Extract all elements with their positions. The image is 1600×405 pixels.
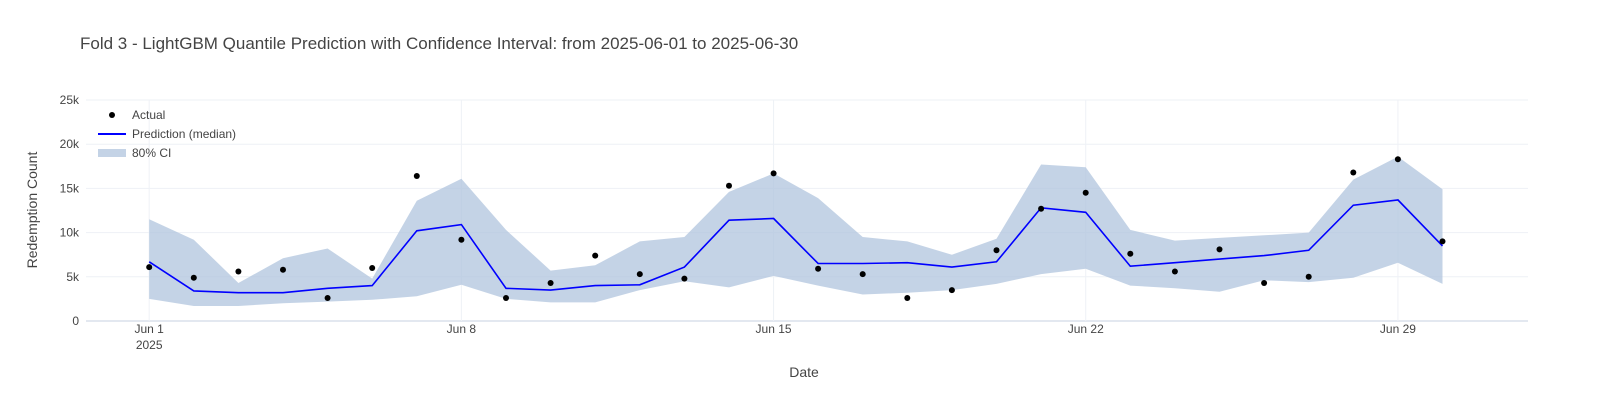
y-tick-label: 0: [72, 314, 79, 328]
ci-band-area: [149, 156, 1443, 306]
actual-point: [726, 182, 732, 189]
actual-point: [948, 287, 955, 294]
x-axis-label: Date: [789, 364, 819, 380]
actual-point: [1350, 169, 1357, 176]
actual-point: [413, 173, 420, 179]
actual-point: [681, 275, 688, 282]
actual-point: [1082, 189, 1089, 196]
actual-point: [324, 295, 331, 301]
legend-marker-actual: [109, 112, 115, 118]
actual-point: [815, 265, 822, 272]
y-axis-label: Redemption Count: [24, 152, 40, 269]
actual-point: [1305, 273, 1312, 280]
actual-points-layer: [146, 156, 1446, 301]
actual-point: [235, 268, 242, 275]
legend-label: 80% CI: [132, 146, 171, 160]
actual-point: [592, 252, 599, 259]
x-tick-label: Jun 15: [756, 322, 792, 336]
actual-point: [280, 266, 286, 273]
actual-point: [1261, 280, 1268, 286]
actual-point: [770, 170, 777, 177]
actual-point: [190, 274, 197, 281]
x-tick-label: Jun 8: [447, 322, 477, 336]
y-tick-label: 10k: [60, 226, 80, 240]
x-tick-label: Jun 1: [135, 322, 165, 336]
actual-point: [503, 295, 509, 301]
actual-point: [146, 264, 153, 271]
legend-label: Prediction (median): [132, 127, 236, 141]
prediction-median-line: [148, 199, 1444, 294]
legend-label: Actual: [132, 108, 165, 122]
actual-point: [1216, 246, 1223, 253]
actual-point: [1439, 238, 1446, 245]
y-tick-labels: 0 5k 10k 15k 20k 25k: [60, 93, 80, 328]
actual-point: [993, 247, 1000, 254]
actual-point: [369, 265, 376, 271]
x-tick-labels: Jun 1 2025 Jun 8 Jun 15 Jun 22 Jun 29: [135, 322, 1417, 352]
actual-point: [1127, 250, 1134, 257]
prediction-line-layer: [148, 199, 1444, 294]
actual-point: [1171, 268, 1178, 275]
y-tick-label: 5k: [66, 270, 80, 284]
y-tick-label: 15k: [60, 181, 80, 195]
actual-point: [859, 271, 866, 278]
legend[interactable]: Actual Prediction (median) 80% CI: [98, 108, 236, 160]
actual-point: [1038, 205, 1045, 212]
actual-point: [1394, 156, 1401, 163]
y-tick-label: 25k: [60, 93, 80, 107]
x-tick-sublabel: 2025: [136, 338, 163, 352]
legend-marker-ci: [98, 149, 126, 157]
actual-point: [547, 280, 554, 286]
ci-band-layer: [149, 156, 1443, 306]
x-tick-label: Jun 22: [1068, 322, 1104, 336]
actual-point: [904, 295, 911, 301]
chart-title: Fold 3 - LightGBM Quantile Prediction wi…: [80, 34, 798, 53]
actual-point: [458, 236, 465, 243]
actual-point: [636, 271, 643, 278]
x-tick-label: Jun 29: [1380, 322, 1416, 336]
y-tick-label: 20k: [60, 137, 80, 151]
